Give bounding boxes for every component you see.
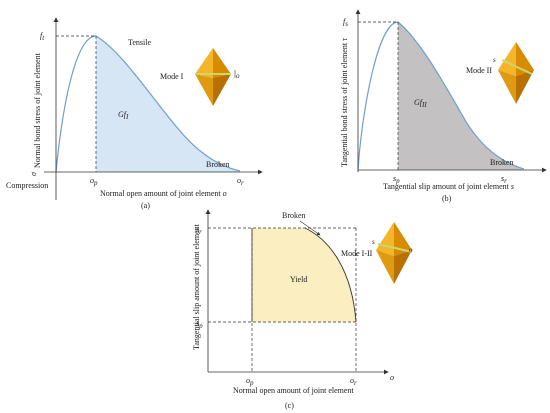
mode-label-b: Mode II bbox=[466, 66, 492, 75]
tick-or-c: or bbox=[350, 376, 357, 387]
x-axis-label-b: Tangential slip amount of joint element … bbox=[383, 182, 514, 191]
x-symbol-c: o bbox=[390, 373, 394, 382]
compression-label: Compression bbox=[6, 181, 48, 190]
panel-c: Broken Yield sr sp op or o Normal open a… bbox=[192, 209, 413, 410]
tick-sp-b: sp bbox=[393, 174, 400, 185]
tick-op-c: op bbox=[246, 376, 254, 387]
y-axis-label-b: Tangential bond stress of joint element … bbox=[340, 37, 349, 167]
mode-symbol-s-c: s bbox=[372, 238, 375, 246]
tick-or-a: or bbox=[237, 176, 244, 187]
caption-a: (a) bbox=[141, 201, 150, 210]
peak-label-b: fs bbox=[343, 17, 348, 28]
y-axis-label-c: Tangential slip amount of joint element bbox=[192, 223, 201, 350]
caption-c: (c) bbox=[285, 401, 294, 410]
broken-label-a: Broken bbox=[206, 160, 230, 169]
mode-i-ii-gem-icon bbox=[376, 222, 413, 284]
panel-a: ft Tensile Compression Broken GfI op or … bbox=[6, 17, 263, 210]
area-label-b: GfII bbox=[414, 98, 427, 109]
x-axis-label-a: Normal open amount of joint element o bbox=[100, 189, 227, 198]
fracture-energy-area-a bbox=[96, 36, 238, 172]
mode-symbol-o-c: o bbox=[409, 246, 413, 254]
broken-pointer bbox=[299, 220, 321, 236]
area-label-a: GfI bbox=[118, 110, 129, 121]
mode-label-a: Mode I bbox=[160, 72, 184, 81]
broken-label-c: Broken bbox=[282, 211, 306, 220]
stress-curve-b bbox=[357, 21, 525, 171]
tick-sr-b: sr bbox=[501, 174, 507, 185]
yield-region bbox=[252, 228, 356, 322]
y-symbol-a-text: σ bbox=[29, 171, 38, 176]
yield-boundary bbox=[304, 227, 357, 323]
panel-b: fs Broken GfII sp sr Tangential slip amo… bbox=[340, 9, 547, 203]
mode-label-c: Mode I-II bbox=[341, 249, 373, 258]
mode-symbol-a: o bbox=[236, 72, 240, 80]
mode-symbol-b: s bbox=[493, 56, 496, 64]
tick-sp-c: sp bbox=[196, 319, 203, 330]
yield-label: Yield bbox=[290, 275, 307, 284]
mode-ii-gem-icon bbox=[498, 42, 534, 104]
caption-b: (b) bbox=[442, 194, 452, 203]
stress-curve-a bbox=[55, 35, 241, 173]
tensile-label: Tensile bbox=[128, 38, 151, 47]
y-axis-label-a: Normal bond stress of joint element bbox=[33, 52, 42, 168]
tick-sr-c: sr bbox=[196, 225, 202, 236]
mode-i-gem-icon bbox=[195, 48, 236, 106]
peak-label-a: ft bbox=[40, 31, 45, 42]
tick-op-a: op bbox=[90, 176, 98, 187]
broken-label-b: Broken bbox=[490, 158, 514, 167]
fracture-energy-area-b bbox=[398, 22, 522, 170]
x-axis-label-c: Normal open amount of joint element bbox=[233, 386, 354, 395]
